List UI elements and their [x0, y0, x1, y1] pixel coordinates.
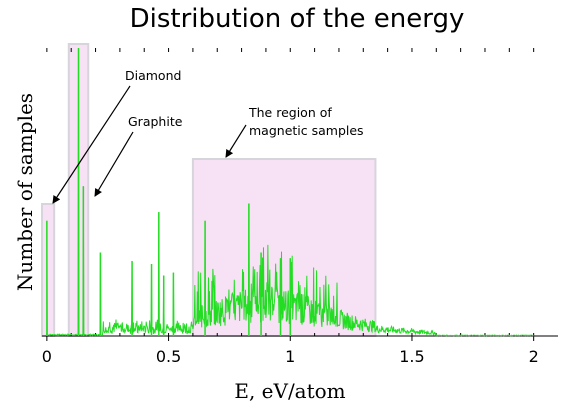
x-tick-label: 1: [285, 347, 295, 366]
chart-title: Distribution of the energy: [130, 4, 465, 34]
region-diamond: [41, 203, 56, 337]
energy-series: [46, 47, 534, 337]
annotation-diamond: Diamond: [125, 68, 181, 83]
annotation-magnetic-line1: The region of: [248, 105, 332, 120]
arrow-diamond: [52, 85, 131, 204]
arrow-graphite: [94, 131, 134, 197]
y-axis-label: Number of samples: [13, 93, 37, 291]
axes: 0 0.5 1 1.5 2: [42, 48, 558, 366]
x-tick-label: 2: [529, 347, 539, 366]
annotation-magnetic-line2: magnetic samples: [249, 123, 364, 138]
annotation-graphite: Graphite: [128, 114, 183, 129]
annotations: Diamond Graphite The region of magnetic …: [52, 68, 364, 204]
x-tick-label: 0.5: [156, 347, 181, 366]
x-tick-label: 1.5: [399, 347, 424, 366]
arrow-magnetic: [225, 124, 247, 158]
x-tick-label: 0: [42, 347, 52, 366]
x-axis-label: E, eV/atom: [234, 379, 345, 403]
